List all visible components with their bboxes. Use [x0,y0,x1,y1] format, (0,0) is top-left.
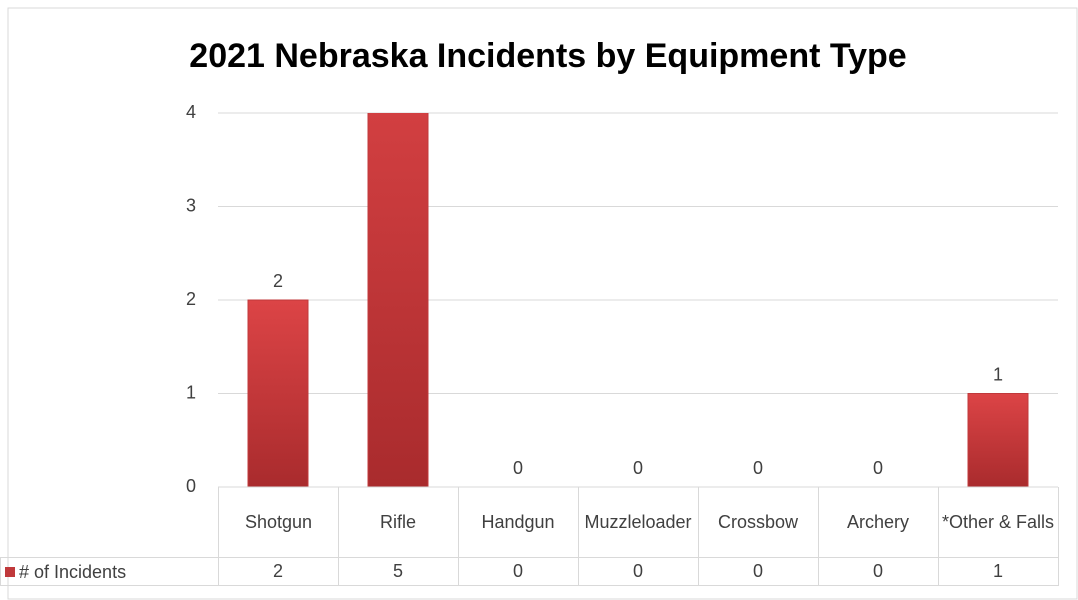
table-value: 0 [578,557,699,586]
legend-key [5,566,15,577]
table-category: Muzzleloader [578,487,699,558]
table-category: *Other & Falls [938,487,1059,558]
table-category: Handgun [458,487,579,558]
table-category: Rifle [338,487,459,558]
table-legend: # of Incidents [0,557,219,586]
plot-area [247,113,1029,487]
table-value: 5 [338,557,459,586]
legend-label: # of Incidents [19,561,127,582]
y-tick-label: 4 [186,102,196,122]
table-value: 0 [818,557,939,586]
bar [247,299,309,487]
bar [967,393,1029,487]
chart-title: 2021 Nebraska Incidents by Equipment Typ… [189,37,906,75]
table-category: Crossbow [698,487,819,558]
table-value: 0 [458,557,579,586]
y-tick-label: 3 [186,195,196,215]
data-label: 1 [993,364,1003,384]
data-label: 2 [273,271,283,291]
data-label: 0 [873,458,883,478]
table-value: 1 [938,557,1059,586]
y-tick-label: 1 [186,382,196,402]
table-category: Shotgun [218,487,339,558]
data-label: 0 [753,458,763,478]
bar [367,113,429,487]
table-value: 2 [218,557,339,586]
data-label: 0 [633,458,643,478]
table-value: 0 [698,557,819,586]
y-tick-label: 0 [186,476,196,496]
data-label: 0 [513,458,523,478]
chart-border [7,7,1078,600]
table-category: Archery [818,487,939,558]
y-tick-label: 2 [186,289,196,309]
